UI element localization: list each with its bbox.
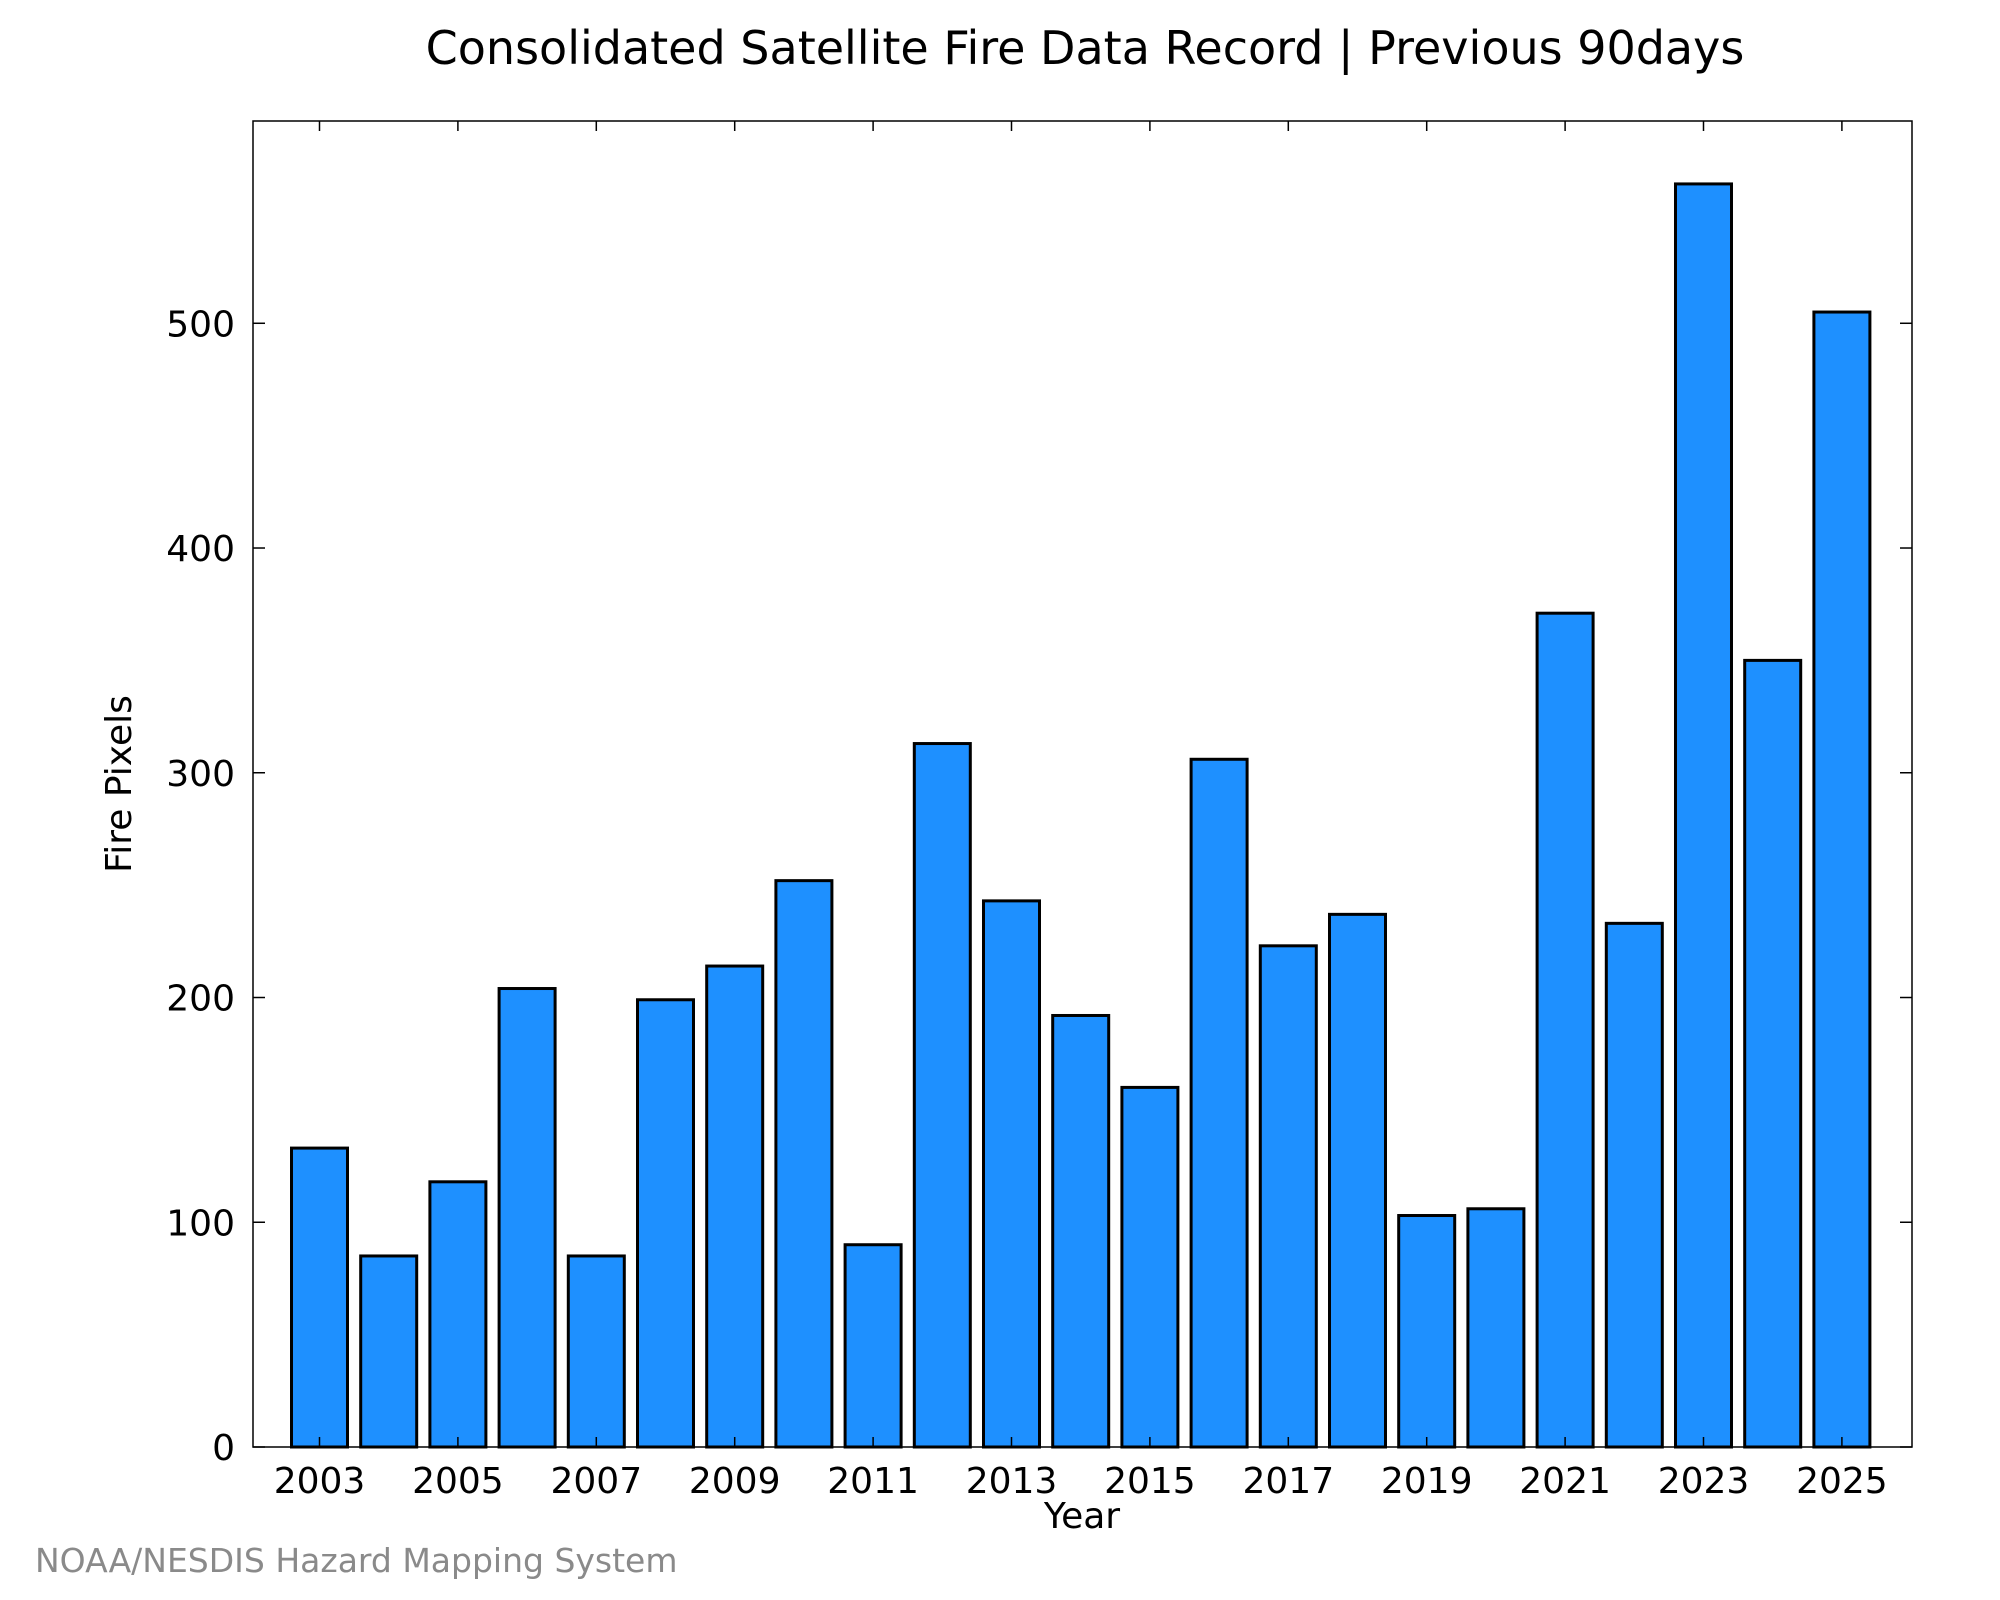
bar-2012 [912,742,972,1449]
bar-2010 [774,879,834,1449]
chart-title: Consolidated Satellite Fire Data Record … [426,21,1745,76]
y-axis-ticks: 0 100 200 300 400 500 [166,304,1912,1469]
bar-2021 [1535,611,1595,1449]
y-tick-label-0: 0 [212,1428,235,1469]
bar-2013 [982,899,1041,1449]
credit-text: NOAA/NESDIS Hazard Mapping System [35,1541,678,1580]
bar-2005 [428,1180,488,1449]
bar-2014 [1051,1013,1111,1449]
bar-2003 [290,1146,349,1449]
x-axis-label: Year [1043,1496,1120,1537]
bar-2015 [1120,1085,1180,1449]
bar-2008 [636,998,695,1449]
x-tick-label-2015: 2015 [1104,1461,1196,1502]
y-tick-label-300: 300 [166,754,235,795]
bar-2009 [705,964,765,1449]
bar-2006 [497,987,557,1449]
x-tick-label-2003: 2003 [274,1461,366,1502]
x-tick-label-2005: 2005 [412,1461,504,1502]
bar-2011 [843,1243,903,1449]
x-tick-label-2017: 2017 [1242,1461,1334,1502]
x-tick-label-2021: 2021 [1519,1461,1611,1502]
bar-2017 [1258,944,1318,1449]
bar-2016 [1189,757,1249,1449]
bar-2025 [1812,310,1872,1449]
x-tick-label-2013: 2013 [966,1461,1058,1502]
x-tick-label-2011: 2011 [827,1461,919,1502]
x-tick-label-2019: 2019 [1381,1461,1473,1502]
x-tick-label-2009: 2009 [689,1461,781,1502]
bars-group [290,182,1872,1449]
bar-2023 [1674,182,1733,1449]
y-tick-label-100: 100 [166,1203,235,1244]
y-tick-label-200: 200 [166,979,235,1020]
x-tick-label-2023: 2023 [1658,1461,1750,1502]
bar-2024 [1743,658,1803,1449]
bar-2022 [1604,921,1664,1449]
x-tick-label-2007: 2007 [550,1461,642,1502]
y-axis-label: Fire Pixels [99,695,140,873]
bar-2007 [566,1254,626,1449]
y-tick-label-400: 400 [166,529,235,570]
bar-2004 [359,1254,419,1449]
x-axis-ticks: 2003 2005 2007 2009 2011 2013 2015 2017 2019 2021… [274,121,1888,1502]
bar-2020 [1466,1207,1526,1449]
bar-2018 [1328,912,1387,1449]
y-tick-label-500: 500 [166,304,235,345]
x-tick-label-2025: 2025 [1796,1461,1888,1502]
bar-2019 [1397,1214,1457,1449]
